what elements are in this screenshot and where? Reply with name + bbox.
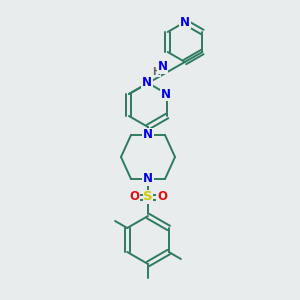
Text: S: S bbox=[143, 190, 153, 203]
Text: N: N bbox=[161, 88, 171, 100]
Text: N: N bbox=[143, 172, 153, 185]
Text: H: H bbox=[153, 67, 161, 77]
Text: O: O bbox=[129, 190, 139, 203]
Text: O: O bbox=[157, 190, 167, 203]
Text: N: N bbox=[180, 16, 190, 28]
Text: N: N bbox=[143, 128, 153, 142]
Text: N: N bbox=[158, 61, 168, 74]
Text: N: N bbox=[142, 76, 152, 89]
